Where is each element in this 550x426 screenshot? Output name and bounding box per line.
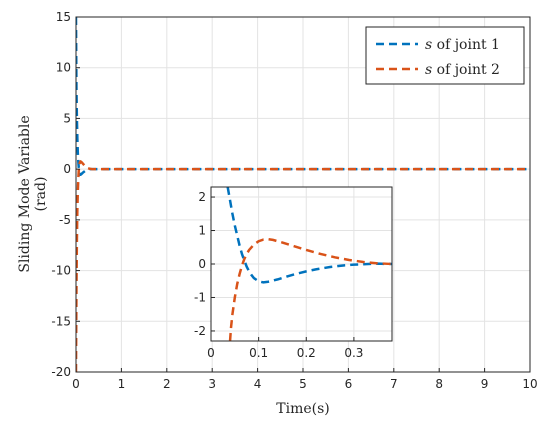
- inset-series: [226, 187, 392, 341]
- inset-y-tick-label-1: -1: [194, 290, 206, 304]
- main-x-tick-label-10: 10: [522, 377, 537, 391]
- legend-rest-joint-2: of joint 2: [432, 62, 500, 78]
- legend-label-joint-2: s of joint 2: [425, 62, 500, 78]
- main-y-tick-label-5: 5: [63, 111, 71, 125]
- legend-rest-joint-1: of joint 1: [432, 37, 500, 53]
- main-y-tick-label-4: 0: [63, 162, 71, 176]
- inset-x-tick-label-2: 0.2: [297, 346, 316, 360]
- main-y-tick-label-7: 15: [56, 10, 71, 24]
- main-x-tick-label-8: 8: [435, 377, 443, 391]
- y-axis-label-line-1: Sliding Mode Variable: [17, 115, 33, 272]
- main-x-tick-label-7: 7: [390, 377, 398, 391]
- inset-chart: 0 0.1 0.2 0.3 -2 -1 0 1 2: [194, 186, 393, 360]
- inset-tick-labels: 0 0.1 0.2 0.3 -2 -1 0 1 2: [194, 190, 363, 360]
- main-y-tick-label-3: -5: [59, 213, 71, 227]
- main-y-tick-label-6: 10: [56, 61, 71, 75]
- inset-y-tick-label-3: 1: [198, 224, 206, 238]
- x-axis-label: Time(s): [276, 401, 329, 417]
- inset-y-tick-label-0: -2: [194, 324, 206, 338]
- y-axis-label: Sliding Mode Variable (rad): [17, 115, 49, 272]
- inset-x-tick-label-0: 0: [207, 346, 215, 360]
- y-axis-label-line-2: (rad): [33, 177, 49, 212]
- inset-series-line-joint-1: [226, 187, 392, 284]
- main-y-tick-label-0: -20: [51, 365, 71, 379]
- main-x-tick-label-6: 6: [345, 377, 353, 391]
- main-x-tick-label-0: 0: [72, 377, 80, 391]
- inset-x-tick-label-1: 0.1: [249, 346, 268, 360]
- legend-symbol-joint-2: s: [425, 62, 432, 78]
- inset-x-tick-label-3: 0.3: [344, 346, 363, 360]
- legend-symbol-joint-1: s: [425, 37, 432, 53]
- inset-y-tick-label-2: 0: [198, 257, 206, 271]
- legend: s of joint 1 s of joint 2: [365, 26, 525, 85]
- main-series-line-joint-2: [76, 160, 530, 372]
- main-y-tick-label-2: -10: [51, 264, 71, 278]
- main-x-tick-label-1: 1: [118, 377, 126, 391]
- inset-y-tick-label-4: 2: [198, 190, 206, 204]
- main-x-tick-label-3: 3: [208, 377, 216, 391]
- inset-series-line-joint-2: [228, 237, 392, 341]
- legend-label-joint-1: s of joint 1: [425, 37, 500, 53]
- main-series: [76, 17, 530, 372]
- legend-box: [365, 26, 525, 85]
- main-x-tick-label-2: 2: [163, 377, 171, 391]
- main-y-tick-label-1: -15: [51, 314, 71, 328]
- main-x-tick-label-9: 9: [481, 377, 489, 391]
- main-x-tick-label-4: 4: [254, 377, 262, 391]
- main-x-tick-label-5: 5: [299, 377, 307, 391]
